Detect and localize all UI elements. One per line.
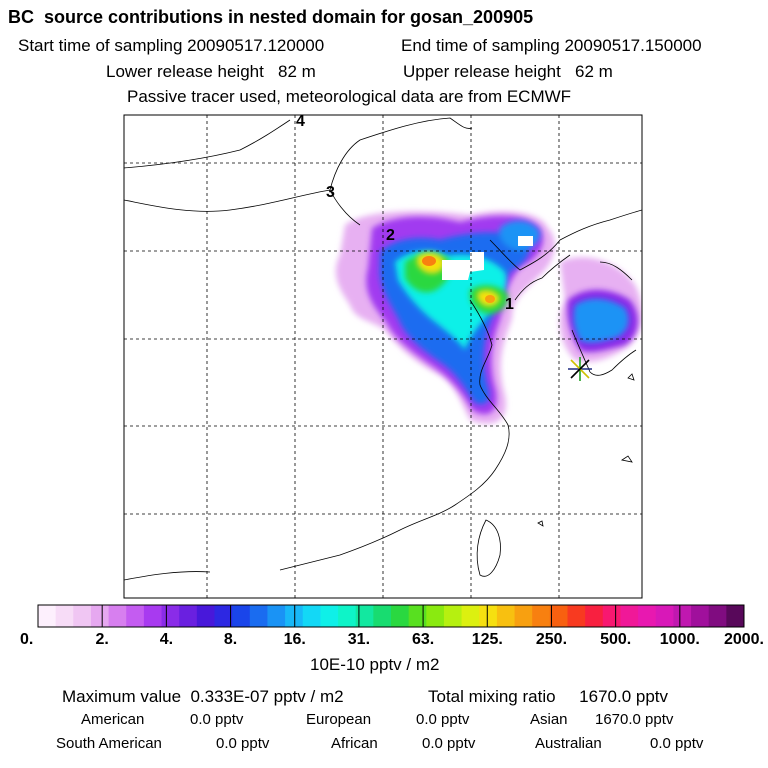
upper-release-height-label: Upper release height 62 m <box>403 62 613 81</box>
colorbar <box>37 604 745 628</box>
colorbar-tick-label: 125. <box>471 631 503 648</box>
receptor-star-marker <box>568 357 592 381</box>
region-value-asian: 1670.0 pptv <box>595 711 674 728</box>
colorbar-cell <box>461 605 480 627</box>
colorbar-tick-label: 2000. <box>723 631 764 648</box>
colorbar-cell <box>126 605 145 627</box>
coastline-layer <box>124 117 642 581</box>
colorbar-cell <box>249 605 268 627</box>
colorbar-cell <box>620 605 639 627</box>
colorbar-tick-label: 1000. <box>659 631 700 648</box>
colorbar-tick-label: 31. <box>347 631 371 648</box>
plume-layer-orange <box>422 256 495 303</box>
map-frame <box>123 114 643 599</box>
region-name-south-american: South American <box>56 735 162 752</box>
trajectory-label-3: 3 <box>326 184 335 201</box>
total-mixing-ratio-line: Total mixing ratio 1670.0 pptv <box>428 687 669 706</box>
colorbar-tick-label: 2. <box>95 631 109 648</box>
colorbar-tick-label: 250. <box>535 631 568 648</box>
colorbar-cell <box>426 605 445 627</box>
colorbar-cell <box>655 605 674 627</box>
colorbar-cell <box>585 605 604 627</box>
region-name-american: American <box>81 711 145 728</box>
colorbar-cell <box>179 605 198 627</box>
colorbar-cell <box>55 605 74 627</box>
colorbar-cell <box>38 605 57 627</box>
colorbar-cell <box>532 605 551 627</box>
colorbar-cell <box>285 605 304 627</box>
trajectory-label-4: 4 <box>296 113 305 130</box>
colorbar-cell <box>267 605 286 627</box>
region-value-american: 0.0 pptv <box>190 711 244 728</box>
region-value-australian: 0.0 pptv <box>650 735 704 752</box>
lower-release-height-label: Lower release height 82 m <box>106 62 316 81</box>
colorbar-cell <box>196 605 215 627</box>
colorbar-cell <box>496 605 516 627</box>
colorbar-tick-label: 500. <box>600 631 632 648</box>
region-name-asian: Asian <box>530 711 568 728</box>
colorbar-cell <box>514 605 533 627</box>
region-value-european: 0.0 pptv <box>416 711 470 728</box>
colorbar-cell <box>726 605 745 627</box>
colorbar-tick-label: 0. <box>20 631 34 648</box>
colorbar-cell <box>108 605 127 627</box>
plume-gap <box>442 252 484 280</box>
colorbar-cell <box>320 605 339 627</box>
colorbar-cell <box>90 605 110 627</box>
colorbar-cell <box>602 605 621 627</box>
colorbar-tick-label: 4. <box>159 631 174 648</box>
colorbar-cell <box>373 605 392 627</box>
colorbar-cell <box>549 605 568 627</box>
lat-lon-grid <box>124 115 642 598</box>
region-value-african: 0.0 pptv <box>422 735 476 752</box>
colorbar-cell <box>73 605 92 627</box>
region-value-south-american: 0.0 pptv <box>216 735 270 752</box>
colorbar-cell <box>479 605 498 627</box>
colorbar-cell <box>391 605 410 627</box>
maximum-value-line: Maximum value 0.333E-07 pptv / m2 <box>62 687 344 706</box>
end-time-label: End time of sampling 20090517.150000 <box>401 36 702 55</box>
source-contribution-map <box>123 114 643 599</box>
colorbar-unit-label: 10E-10 pptv / m2 <box>310 655 440 674</box>
region-name-european: European <box>306 711 372 728</box>
start-time-label: Start time of sampling 20090517.120000 <box>18 36 325 55</box>
colorbar-cell <box>302 605 321 627</box>
colorbar-cell <box>567 605 586 627</box>
colorbar-cell <box>408 605 427 627</box>
colorbar-cell <box>143 605 163 627</box>
colorbar-cell <box>232 605 251 627</box>
region-name-african: African <box>331 735 378 752</box>
tracer-note: Passive tracer used, meteorological data… <box>127 87 572 106</box>
colorbar-cell <box>708 605 727 627</box>
region-name-australian: Australian <box>535 735 602 752</box>
trajectory-label-1: 1 <box>505 296 514 313</box>
chart-title: BC source contributions in nested domain… <box>8 7 534 27</box>
colorbar-tick-label: 16. <box>283 631 306 648</box>
colorbar-cell <box>691 605 710 627</box>
trajectory-label-2: 2 <box>386 227 395 244</box>
plume-gap <box>518 236 533 246</box>
colorbar-tick-label: 63. <box>411 631 435 648</box>
colorbar-tick-label: 8. <box>223 631 238 648</box>
colorbar-cell <box>638 605 657 627</box>
colorbar-cell <box>355 605 374 627</box>
colorbar-cell <box>443 605 463 627</box>
colorbar-cell <box>214 605 233 627</box>
colorbar-cell <box>338 605 357 627</box>
colorbar-cell <box>161 605 180 627</box>
colorbar-cell <box>673 605 692 627</box>
